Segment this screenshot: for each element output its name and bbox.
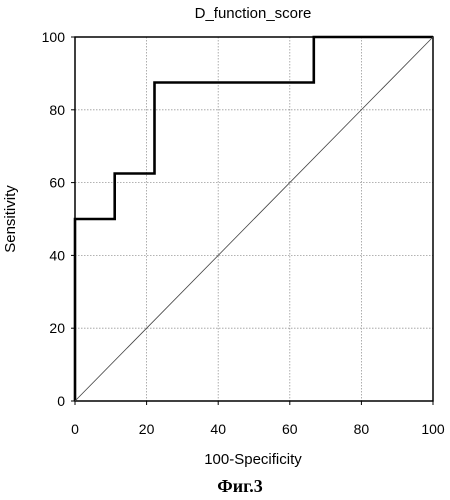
x-tick-label: 80 [354,421,370,437]
x-tick-label: 100 [421,421,445,437]
y-tick-label: 80 [49,102,65,118]
y-tick-label: 60 [49,175,65,191]
x-tick-label: 0 [71,421,79,437]
y-tick-label: 20 [49,320,65,336]
series [75,37,433,401]
diagonal-reference-line [75,37,433,401]
y-tick-labels: 0 20 40 60 80 100 [42,29,66,409]
y-tick-label: 40 [49,247,65,263]
y-tick-label: 0 [57,393,65,409]
x-tick-labels: 0 20 40 60 80 100 [71,421,445,437]
y-axis-label: Sensitivity [2,185,19,253]
x-axis-label: 100-Specificity [204,451,302,468]
x-tick-label: 40 [210,421,226,437]
figure-caption: Фиг.3 [217,476,262,496]
x-tick-label: 20 [139,421,155,437]
x-tick-label: 60 [282,421,298,437]
y-tick-label: 100 [42,29,66,45]
chart-title: D_function_score [195,5,312,22]
